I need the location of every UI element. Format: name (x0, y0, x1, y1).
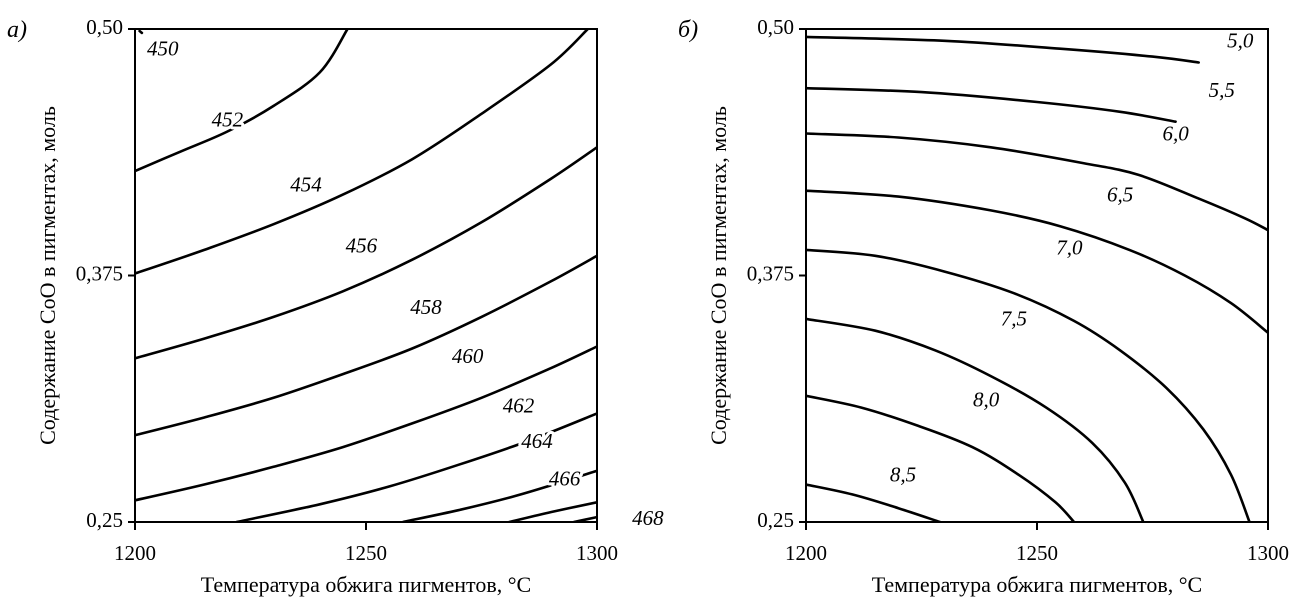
contour-line-a-458 (135, 254, 597, 437)
y-tick-label-b-2: 0,50 (757, 15, 794, 39)
contour-line-a-466 (507, 501, 597, 522)
contour-line-b-8,0 (806, 394, 1076, 522)
panel-label-b: б) (678, 17, 698, 43)
contour-line-b-8,5 (806, 483, 942, 522)
contour-line-a-454 (135, 29, 590, 275)
contour-label-a-450: 450 (147, 37, 179, 61)
contour-label-a-454: 454 (290, 173, 322, 197)
contour-line-b-6,0 (806, 132, 1268, 232)
contour-line-a-450 (138, 29, 144, 35)
contour-line-b-5,0 (806, 35, 1200, 64)
panel-label-a: а) (7, 17, 27, 43)
contour-line-a-452 (135, 29, 349, 173)
y-axis-title-a: Содержание CoO в пигментах, моль (35, 106, 60, 445)
x-tick-label-b-2: 1300 (1247, 541, 1289, 565)
contour-label-b-5,0: 5,0 (1227, 29, 1254, 53)
y-tick-label-b-1: 0,375 (747, 261, 794, 285)
contour-line-b-6,5 (806, 189, 1268, 334)
contour-line-a-462 (235, 412, 597, 522)
x-tick-label-a-2: 1300 (576, 541, 618, 565)
contour-line-b-5,5 (806, 86, 1177, 123)
contour-lines-b (806, 35, 1268, 522)
x-tick-label-a-1: 1250 (345, 541, 387, 565)
contour-label-b-8,5: 8,5 (890, 462, 916, 486)
contour-label-a-460: 460 (452, 344, 484, 368)
contour-label-b-7,0: 7,0 (1056, 236, 1083, 260)
y-tick-label-a-0: 0,25 (86, 508, 123, 532)
contour-label-a-458: 458 (410, 295, 442, 319)
contour-panel-a: 450 452 454 456 458 460 462 464 466 468 1200 1250 13… (7, 15, 667, 597)
x-axis-title-b: Температура обжига пигментов, °С (872, 572, 1202, 597)
x-tick-label-a-0: 1200 (114, 541, 156, 565)
contour-label-b-7,5: 7,5 (1001, 307, 1027, 331)
contour-label-a-452: 452 (212, 107, 244, 131)
contour-line-a-460 (135, 345, 597, 502)
contour-line-a-464 (401, 469, 597, 522)
y-tick-label-a-2: 0,50 (86, 15, 123, 39)
contour-label-a-462: 462 (503, 393, 535, 417)
y-tick-label-a-1: 0,375 (76, 261, 123, 285)
y-axis-title-b: Содержание CoO в пигментах, моль (706, 106, 731, 445)
x-tick-label-b-1: 1250 (1016, 541, 1058, 565)
contour-label-a-466: 466 (549, 466, 581, 490)
contour-line-a-456 (135, 146, 597, 360)
x-tick-label-b-0: 1200 (785, 541, 827, 565)
contour-label-a-468: 468 (632, 506, 664, 530)
contour-label-b-6,0: 6,0 (1162, 121, 1189, 145)
contour-label-a-464: 464 (521, 429, 553, 453)
contour-lines-a (135, 29, 597, 522)
contour-line-b-7,0 (806, 248, 1251, 522)
contour-label-b-5,5: 5,5 (1209, 78, 1235, 102)
contour-label-b-8,0: 8,0 (973, 388, 1000, 412)
contour-panel-b: 5,0 5,5 6,0 6,5 7,0 7,5 8,0 8,5 1200 1250 1300 0,25… (678, 15, 1289, 597)
contour-label-a-456: 456 (346, 234, 378, 258)
x-axis-title-a: Температура обжига пигментов, °С (201, 572, 531, 597)
contour-label-b-6,5: 6,5 (1107, 182, 1133, 206)
y-tick-label-b-0: 0,25 (757, 508, 794, 532)
contour-line-b-7,5 (806, 317, 1145, 522)
